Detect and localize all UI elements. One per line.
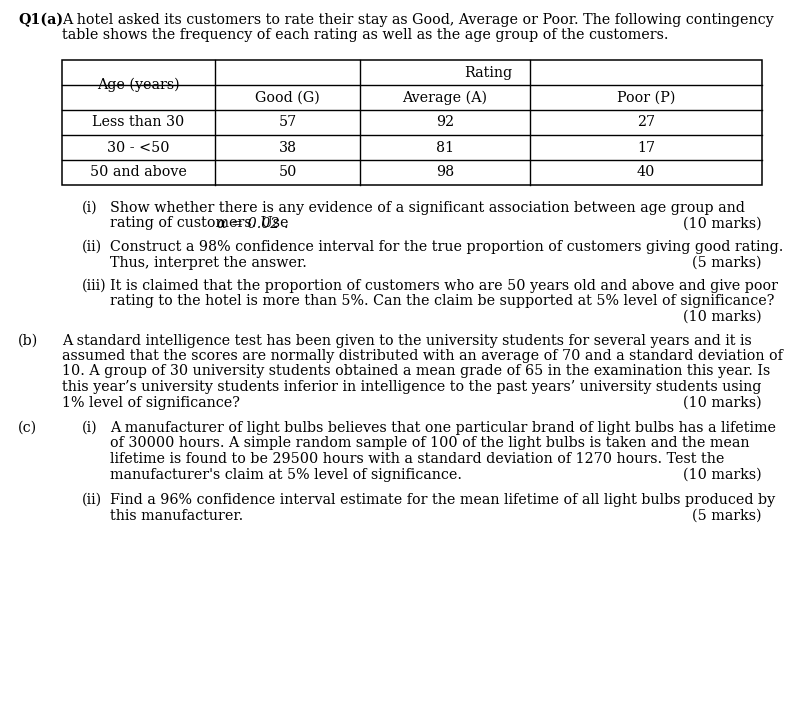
- Text: this year’s university students inferior in intelligence to the past years’ univ: this year’s university students inferior…: [62, 380, 762, 394]
- Text: 50 and above: 50 and above: [90, 165, 187, 179]
- Text: (i): (i): [82, 201, 98, 215]
- Text: (10 marks): (10 marks): [684, 468, 762, 481]
- Text: α = 0.02 .: α = 0.02 .: [217, 216, 289, 231]
- Text: Show whether there is any evidence of a significant association between age grou: Show whether there is any evidence of a …: [110, 201, 745, 215]
- Text: Rating: Rating: [464, 66, 513, 80]
- Text: Q1(a): Q1(a): [18, 13, 63, 27]
- Text: (5 marks): (5 marks): [692, 508, 762, 523]
- Text: 17: 17: [637, 140, 655, 155]
- Text: Poor (P): Poor (P): [617, 90, 675, 105]
- Text: 38: 38: [278, 140, 297, 155]
- Text: Average (A): Average (A): [402, 90, 487, 105]
- Text: (i): (i): [82, 421, 98, 435]
- Text: A manufacturer of light bulbs believes that one particular brand of light bulbs : A manufacturer of light bulbs believes t…: [110, 421, 776, 435]
- Text: 92: 92: [436, 115, 454, 130]
- Text: 40: 40: [637, 165, 655, 179]
- Text: this manufacturer.: this manufacturer.: [110, 508, 243, 523]
- Text: 30 - <50: 30 - <50: [107, 140, 170, 155]
- Text: A standard intelligence test has been given to the university students for sever: A standard intelligence test has been gi…: [62, 333, 752, 347]
- Text: (10 marks): (10 marks): [684, 216, 762, 231]
- Text: (5 marks): (5 marks): [692, 256, 762, 270]
- Text: 50: 50: [278, 165, 297, 179]
- Text: Thus, interpret the answer.: Thus, interpret the answer.: [110, 256, 307, 270]
- Text: 81: 81: [436, 140, 454, 155]
- Text: 27: 27: [637, 115, 655, 130]
- Text: 57: 57: [278, 115, 297, 130]
- Text: Age (years): Age (years): [97, 78, 180, 92]
- Text: of 30000 hours. A simple random sample of 100 of the light bulbs is taken and th: of 30000 hours. A simple random sample o…: [110, 436, 750, 451]
- Text: Construct a 98% confidence interval for the true proportion of customers giving : Construct a 98% confidence interval for …: [110, 240, 783, 254]
- Text: 10. A group of 30 university students obtained a mean grade of 65 in the examina: 10. A group of 30 university students ob…: [62, 365, 770, 379]
- Text: (10 marks): (10 marks): [684, 310, 762, 324]
- Text: Less than 30: Less than 30: [92, 115, 184, 130]
- Text: lifetime is found to be 29500 hours with a standard deviation of 1270 hours. Tes: lifetime is found to be 29500 hours with…: [110, 452, 724, 466]
- Text: (10 marks): (10 marks): [684, 395, 762, 409]
- Text: (ii): (ii): [82, 493, 102, 507]
- Text: A hotel asked its customers to rate their stay as Good, Average or Poor. The fol: A hotel asked its customers to rate thei…: [62, 13, 774, 27]
- Bar: [62, 60, 762, 185]
- Text: It is claimed that the proportion of customers who are 50 years old and above an: It is claimed that the proportion of cus…: [110, 279, 778, 293]
- Text: rating to the hotel is more than 5%. Can the claim be supported at 5% level of s: rating to the hotel is more than 5%. Can…: [110, 295, 774, 308]
- Text: (c): (c): [18, 421, 37, 435]
- Text: Good (G): Good (G): [255, 90, 320, 105]
- Text: manufacturer's claim at 5% level of significance.: manufacturer's claim at 5% level of sign…: [110, 468, 462, 481]
- Text: (iii): (iii): [82, 279, 107, 293]
- Text: rating of customers. Use: rating of customers. Use: [110, 216, 293, 231]
- Text: Find a 96% confidence interval estimate for the mean lifetime of all light bulbs: Find a 96% confidence interval estimate …: [110, 493, 775, 507]
- Text: 98: 98: [436, 165, 454, 179]
- Text: (ii): (ii): [82, 240, 102, 254]
- Text: table shows the frequency of each rating as well as the age group of the custome: table shows the frequency of each rating…: [62, 28, 669, 43]
- Text: 1% level of significance?: 1% level of significance?: [62, 395, 240, 409]
- Text: assumed that the scores are normally distributed with an average of 70 and a sta: assumed that the scores are normally dis…: [62, 349, 783, 363]
- Text: (b): (b): [18, 333, 38, 347]
